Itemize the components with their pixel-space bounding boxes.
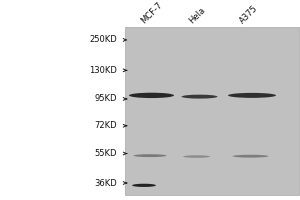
Text: 250KD: 250KD (89, 35, 117, 44)
Text: MCF-7: MCF-7 (139, 1, 164, 26)
Text: Hela: Hela (187, 6, 207, 26)
Text: A375: A375 (238, 4, 260, 26)
Ellipse shape (129, 93, 174, 98)
Text: 55KD: 55KD (94, 149, 117, 158)
Text: 95KD: 95KD (94, 94, 117, 103)
Ellipse shape (182, 95, 218, 99)
Ellipse shape (232, 155, 268, 158)
Ellipse shape (134, 154, 166, 157)
Ellipse shape (132, 184, 156, 187)
Text: 130KD: 130KD (89, 66, 117, 75)
Text: 36KD: 36KD (94, 179, 117, 188)
Text: 72KD: 72KD (94, 121, 117, 130)
Ellipse shape (228, 93, 276, 98)
Bar (124, 27, 298, 195)
Ellipse shape (183, 155, 210, 158)
